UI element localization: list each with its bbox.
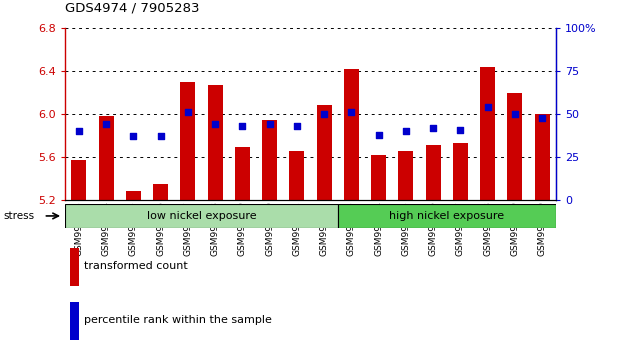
Bar bbox=[70, 248, 79, 286]
Point bbox=[319, 111, 329, 117]
Point bbox=[183, 110, 193, 115]
Text: GDS4974 / 7905283: GDS4974 / 7905283 bbox=[65, 1, 200, 14]
Point bbox=[455, 127, 465, 132]
Point bbox=[210, 122, 220, 127]
Text: high nickel exposure: high nickel exposure bbox=[389, 211, 504, 221]
Bar bbox=[71, 160, 86, 200]
Bar bbox=[70, 302, 79, 340]
Bar bbox=[344, 69, 359, 200]
Text: stress: stress bbox=[3, 211, 34, 221]
Point bbox=[237, 123, 247, 129]
Point bbox=[292, 123, 302, 129]
Bar bbox=[535, 114, 550, 200]
Text: percentile rank within the sample: percentile rank within the sample bbox=[84, 315, 272, 325]
Bar bbox=[371, 155, 386, 200]
Bar bbox=[65, 204, 338, 228]
Text: low nickel exposure: low nickel exposure bbox=[147, 211, 256, 221]
Bar bbox=[153, 184, 168, 200]
Bar bbox=[99, 116, 114, 200]
Point bbox=[428, 125, 438, 131]
Bar bbox=[262, 120, 277, 200]
Point bbox=[129, 134, 138, 139]
Text: transformed count: transformed count bbox=[84, 261, 188, 271]
Bar bbox=[207, 85, 222, 200]
Bar bbox=[507, 93, 522, 200]
Point bbox=[74, 129, 84, 134]
Bar bbox=[453, 143, 468, 200]
Point bbox=[101, 122, 111, 127]
Point bbox=[156, 134, 166, 139]
Bar bbox=[425, 145, 441, 200]
Bar bbox=[317, 104, 332, 200]
Bar bbox=[235, 147, 250, 200]
Bar bbox=[180, 82, 196, 200]
Bar bbox=[126, 192, 141, 200]
Point bbox=[347, 110, 356, 115]
Point bbox=[401, 129, 411, 134]
Point bbox=[510, 111, 520, 117]
Point bbox=[265, 122, 274, 127]
Bar bbox=[289, 151, 304, 200]
Point bbox=[374, 132, 384, 138]
Point bbox=[537, 115, 547, 120]
Bar bbox=[399, 151, 414, 200]
Bar bbox=[480, 67, 495, 200]
Point bbox=[483, 104, 492, 110]
Bar bbox=[338, 204, 556, 228]
